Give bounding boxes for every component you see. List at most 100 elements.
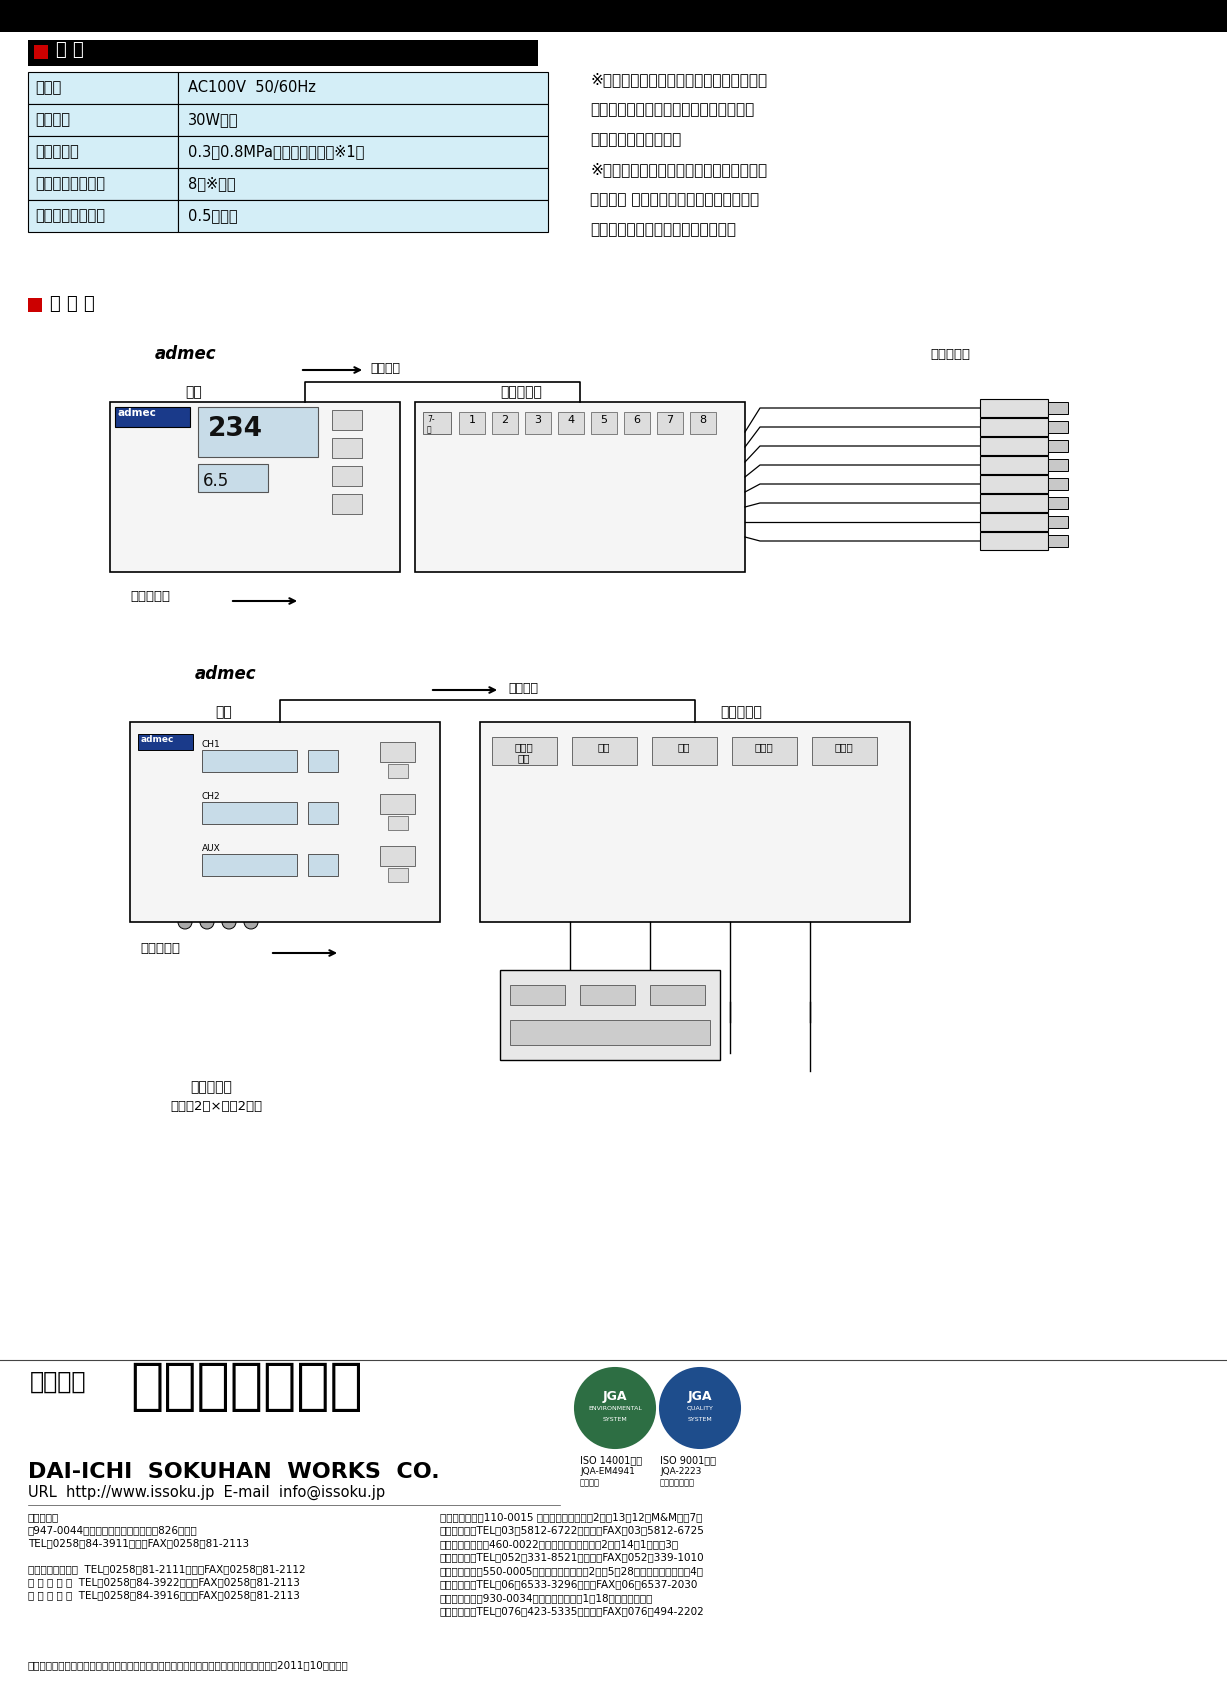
- Circle shape: [650, 446, 672, 468]
- Bar: [492, 412, 518, 434]
- Bar: [178, 168, 548, 200]
- Circle shape: [222, 915, 236, 928]
- Text: ISO 14001認証: ISO 14001認証: [580, 1454, 642, 1465]
- Text: CH2: CH2: [202, 792, 221, 801]
- Text: JGA: JGA: [688, 1390, 712, 1403]
- Bar: [130, 721, 440, 921]
- Text: 6: 6: [633, 416, 640, 424]
- Text: 海 外 営 業 課  TEL（0258）84-3922（代）FAX（0258）81-2113: 海 外 営 業 課 TEL（0258）84-3922（代）FAX（0258）81…: [28, 1577, 299, 1587]
- Circle shape: [556, 787, 584, 816]
- Bar: [1048, 421, 1067, 433]
- Text: 〒947-0044　新潟県小千谷市大字坪野826番地２: 〒947-0044 新潟県小千谷市大字坪野826番地２: [28, 1526, 198, 1536]
- Text: JQA-2223: JQA-2223: [660, 1466, 702, 1476]
- Bar: [1048, 440, 1067, 451]
- Bar: [980, 512, 1048, 531]
- Text: 本社・工場: 本社・工場: [28, 1512, 59, 1522]
- Bar: [380, 742, 415, 762]
- Text: admec: admec: [195, 665, 256, 682]
- Bar: [198, 407, 318, 456]
- Text: ISO 9001認証: ISO 9001認証: [660, 1454, 717, 1465]
- Text: TEL（076）423-5335（代）　FAX（076）494-2202: TEL（076）423-5335（代） FAX（076）494-2202: [440, 1607, 704, 1617]
- Bar: [499, 971, 720, 1061]
- Text: 接続可能な仕様も製作可能です。: 接続可能な仕様も製作可能です。: [590, 222, 736, 238]
- Bar: [137, 735, 193, 750]
- Bar: [28, 41, 537, 66]
- Text: 使用空気源: 使用空気源: [36, 144, 79, 160]
- Circle shape: [794, 850, 826, 882]
- Bar: [333, 467, 362, 485]
- Text: 注：本カタログは改良のため、予告なしに外観・仕様などを変更することがあります。（2011年10月現在）: 注：本カタログは改良のため、予告なしに外観・仕様などを変更することがあります。（…: [28, 1660, 348, 1670]
- Text: 測床下: 測床下: [834, 742, 853, 752]
- Bar: [28, 71, 178, 104]
- Text: ENVIRONMENTAL: ENVIRONMENTAL: [588, 1407, 642, 1410]
- Circle shape: [485, 446, 507, 468]
- Circle shape: [196, 872, 225, 901]
- Text: 仕 様: 仕 様: [56, 41, 83, 59]
- Bar: [0, 0, 1227, 32]
- Bar: [690, 412, 717, 434]
- Text: 本社工場: 本社工場: [580, 1478, 600, 1487]
- Circle shape: [660, 1368, 740, 1448]
- Bar: [28, 200, 178, 232]
- Circle shape: [178, 529, 202, 553]
- Bar: [423, 412, 452, 434]
- Circle shape: [714, 850, 746, 882]
- Circle shape: [584, 446, 606, 468]
- Text: 北陸営業所　〒930-0034　富山市清水元町1番18号桑島ビル１階: 北陸営業所 〒930-0034 富山市清水元町1番18号桑島ビル１階: [440, 1593, 653, 1604]
- Text: admec: admec: [118, 407, 157, 417]
- Bar: [380, 794, 415, 815]
- Circle shape: [350, 755, 360, 765]
- Text: 7-
止: 7- 止: [427, 416, 434, 434]
- Text: セレクター: セレクター: [720, 704, 762, 720]
- Circle shape: [244, 915, 258, 928]
- Bar: [733, 736, 798, 765]
- Circle shape: [118, 446, 137, 467]
- Bar: [115, 407, 190, 428]
- Text: 30W以下: 30W以下: [188, 112, 238, 127]
- Circle shape: [452, 484, 474, 506]
- Bar: [380, 847, 415, 865]
- Text: 電　源: 電 源: [36, 80, 61, 95]
- Bar: [510, 984, 564, 1005]
- Bar: [980, 399, 1048, 417]
- Bar: [34, 46, 48, 59]
- Circle shape: [518, 484, 540, 506]
- Bar: [525, 412, 551, 434]
- Text: TEL（0258）84-3911（代）FAX（0258）81-2113: TEL（0258）84-3911（代）FAX（0258）81-2113: [28, 1537, 249, 1548]
- Bar: [178, 71, 548, 104]
- Bar: [656, 412, 683, 434]
- Text: エアー
串上: エアー 串上: [514, 742, 534, 764]
- Text: 234: 234: [209, 416, 263, 441]
- Bar: [28, 104, 178, 136]
- Bar: [388, 816, 409, 830]
- Bar: [308, 854, 337, 876]
- Text: 測定ヘッド: 測定ヘッド: [930, 348, 971, 361]
- Bar: [558, 412, 584, 434]
- Text: admec: admec: [155, 344, 217, 363]
- Text: 駆動するための圧縮空気が測定用の空: 駆動するための圧縮空気が測定用の空: [590, 102, 755, 117]
- Bar: [1048, 458, 1067, 472]
- Text: 測定エアー: 測定エアー: [140, 942, 180, 955]
- Bar: [308, 803, 337, 825]
- Circle shape: [555, 850, 587, 882]
- Circle shape: [350, 860, 360, 871]
- Bar: [28, 136, 178, 168]
- Bar: [202, 803, 297, 825]
- Bar: [415, 402, 745, 572]
- Circle shape: [617, 446, 639, 468]
- Text: 8（※２）: 8（※２）: [188, 176, 236, 192]
- Circle shape: [551, 446, 573, 468]
- Text: 測定ヘッド接続数: 測定ヘッド接続数: [36, 176, 106, 192]
- Text: 0.3〜0.8MPa（制御エアー用※1）: 0.3〜0.8MPa（制御エアー用※1）: [188, 144, 364, 160]
- Text: CH1: CH1: [202, 740, 221, 748]
- Text: AUX: AUX: [202, 843, 221, 854]
- Text: 8: 8: [699, 416, 707, 424]
- Text: 7: 7: [666, 416, 674, 424]
- Text: ※２１チャンネル仕様の場合です。２チャ: ※２１チャンネル仕様の場合です。２チャ: [590, 161, 767, 176]
- Bar: [178, 200, 548, 232]
- Text: TEL（03）5812-6722（代）　FAX（03）5812-6725: TEL（03）5812-6722（代） FAX（03）5812-6725: [440, 1526, 704, 1536]
- Text: 外径: 外径: [677, 742, 691, 752]
- Bar: [388, 867, 409, 882]
- Text: QUALITY: QUALITY: [687, 1407, 713, 1410]
- Text: 0.5秒以下: 0.5秒以下: [188, 209, 238, 222]
